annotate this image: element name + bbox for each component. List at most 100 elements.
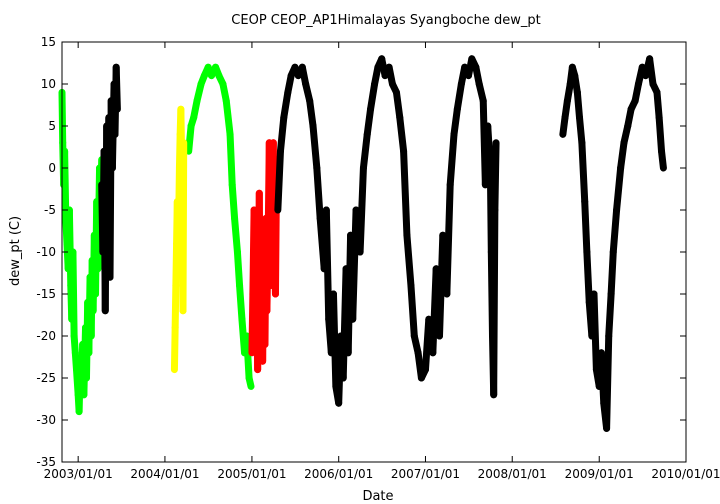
data-point [414,349,422,356]
data-point [624,122,631,130]
y-tick-label: 10 [41,77,56,91]
series-3-segment [590,290,600,374]
chart-title: CEOP CEOP_AP1Himalayas Syangboche dew_pt [231,13,540,28]
series-3-segment [646,55,657,88]
series-3-segment [653,88,663,122]
data-point [330,290,337,298]
series-3-segment [306,97,317,130]
series-3-segment [450,105,461,138]
data-point [110,80,118,88]
data-point [586,299,593,306]
data-point [75,408,83,415]
data-point [284,89,292,96]
data-point [73,366,80,373]
data-point [245,374,253,382]
data-point [436,332,443,340]
data-point [461,63,468,71]
data-point [105,114,113,121]
data-point [74,391,82,398]
data-point [234,248,241,256]
series-1-segment [179,139,188,315]
data-point [374,63,382,71]
data-point [660,164,667,172]
data-point [603,425,610,432]
data-point [400,148,407,155]
series-3-segment [607,248,617,298]
data-point [88,257,96,264]
series-1 [170,105,188,374]
data-point [588,332,596,340]
data-point [367,106,374,113]
data-point [98,181,105,188]
data-point [385,63,393,71]
data-point [649,80,657,88]
data-point [655,114,663,121]
x-tick-label: 2010/01/01 [651,467,720,481]
y-tick-label: -5 [44,203,56,217]
x-tick-label: 2009/01/01 [565,467,634,481]
series-3-segment [453,80,465,113]
series-3-segment [486,164,495,256]
data-point [332,383,340,390]
series-3-segment [359,130,371,172]
data-point [103,122,110,130]
data-point [72,349,79,356]
data-point [287,72,295,79]
data-point [571,72,578,79]
series-0-segment [233,248,244,290]
data-point [64,265,72,272]
x-tick-label: 2005/01/01 [217,467,286,481]
data-point [262,215,270,222]
series-3-segment [443,181,454,298]
series-3-segment [274,147,284,214]
data-point [175,215,182,222]
data-point [263,307,271,314]
data-point [468,55,476,62]
x-tick-label: 2007/01/01 [391,467,460,481]
y-axis-label: dew_pt (C) [8,216,23,286]
data-point [104,206,111,214]
data-point [389,80,396,88]
data-point [291,63,299,71]
series-0-segment [243,332,253,382]
data-point [337,332,345,340]
data-point [67,282,74,289]
data-point [241,349,248,356]
series-3-segment [597,349,608,407]
y-tick-label: -30 [36,413,56,427]
data-point [93,198,100,205]
data-point [617,164,624,172]
data-point [620,139,628,146]
data-point [249,290,257,298]
data-point [268,181,275,188]
data-point [313,164,321,172]
data-point [439,232,447,239]
data-point [111,131,119,138]
data-point [487,164,494,172]
data-point [465,72,472,79]
y-tick-label: -20 [36,329,56,343]
series-3-segment [392,88,404,122]
data-point [173,240,180,247]
data-point [91,232,98,239]
data-point [639,63,646,71]
data-point [102,307,109,314]
data-point [642,72,649,79]
data-point [179,190,186,197]
data-point [306,97,313,105]
series-3 [98,55,667,432]
data-point [187,122,195,130]
series-2 [248,139,281,374]
data-point [85,349,93,356]
data-point [271,248,278,256]
data-point [646,55,653,62]
data-point [491,206,499,214]
series-3-segment [491,139,500,214]
y-tick-label: 15 [41,35,56,49]
data-point [360,164,367,172]
data-point [345,349,352,356]
data-point [407,282,415,289]
data-point [590,290,598,298]
data-point [627,106,635,113]
data-point [299,63,306,71]
